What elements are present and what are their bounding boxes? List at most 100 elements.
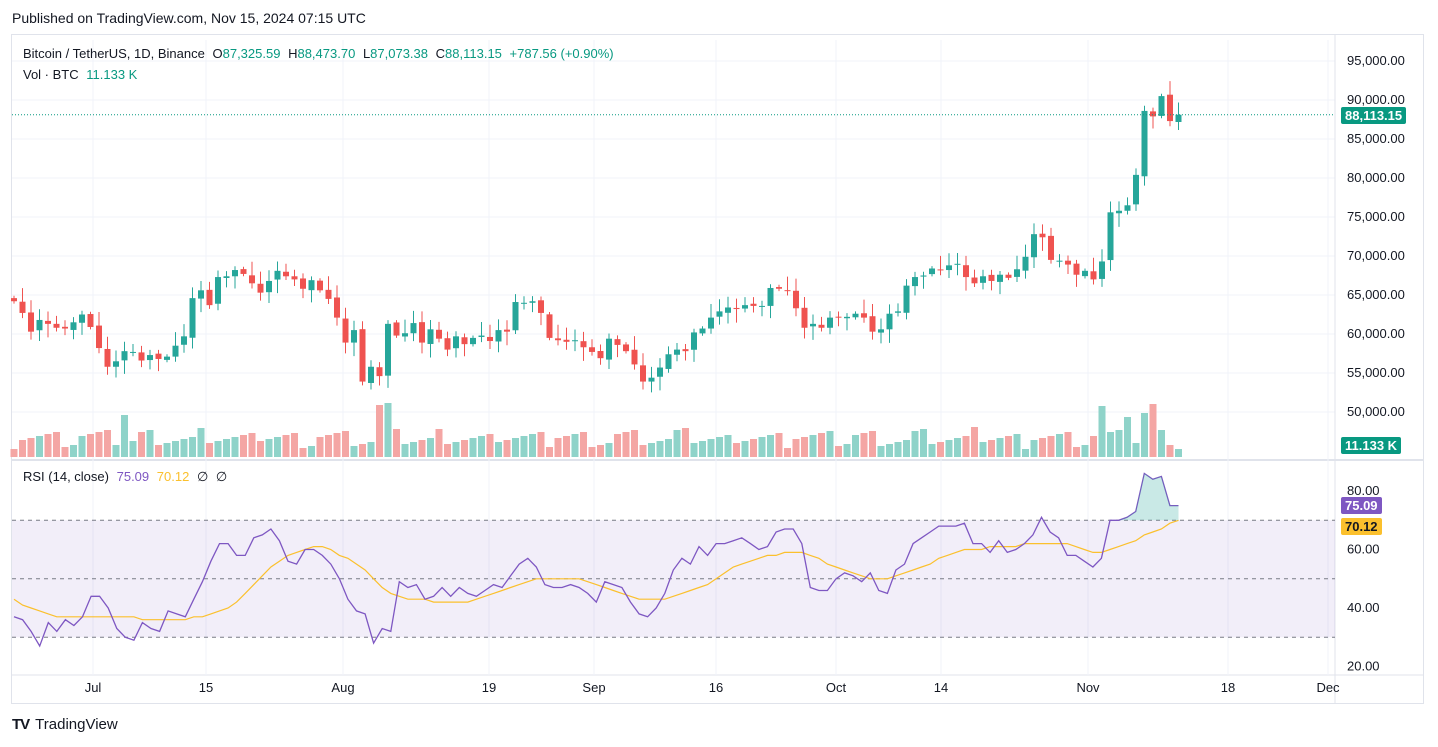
- candle-body: [1065, 260, 1071, 265]
- volume-bar: [265, 439, 273, 457]
- candle-body: [1014, 269, 1020, 277]
- volume-bar: [1158, 430, 1165, 457]
- rsi-legend: RSI (14, close) 75.09 70.12 ∅ ∅: [23, 469, 231, 485]
- candle-body: [971, 277, 978, 284]
- volume-bars: [10, 403, 1182, 457]
- footer-brand[interactable]: TradingView: [35, 716, 118, 733]
- volume-bar: [622, 432, 630, 457]
- volume-badge: 11.133 K: [1341, 437, 1402, 454]
- volume-bar: [70, 445, 77, 457]
- candle-body: [181, 336, 187, 345]
- chart-frame[interactable]: [11, 34, 1424, 704]
- volume-bar: [240, 435, 247, 457]
- footer: TV TradingView: [12, 716, 118, 733]
- candle-body: [487, 336, 493, 342]
- close-label: C: [435, 46, 446, 61]
- candle-body: [682, 349, 689, 352]
- volume-bar: [835, 446, 842, 457]
- price-tick: 70,000.00: [1347, 248, 1405, 263]
- ohlc-legend: Bitcoin / TetherUS, 1D, Binance O87,325.…: [23, 46, 618, 61]
- candle-body: [419, 322, 425, 343]
- candle-body: [70, 322, 77, 330]
- candle-body: [572, 340, 578, 342]
- candle-body: [1056, 260, 1063, 262]
- volume-bar: [716, 437, 723, 457]
- low-value: 87,073.38: [370, 46, 429, 61]
- volume-bar: [971, 427, 978, 457]
- volume-bar: [274, 437, 281, 457]
- candle-body: [691, 332, 697, 350]
- volume-bar: [1175, 449, 1182, 457]
- candle-body: [104, 348, 111, 367]
- candle-body: [1048, 235, 1054, 260]
- rsi-pane: [12, 472, 1335, 648]
- rsi-empty-2: ∅: [215, 469, 228, 484]
- candle-body: [283, 271, 289, 277]
- volume-bar: [308, 446, 315, 457]
- candle-body: [249, 275, 255, 284]
- volume-bar: [95, 432, 103, 457]
- candle-body: [1090, 271, 1097, 280]
- volume-bar: [1090, 436, 1097, 457]
- candle-body: [11, 298, 17, 302]
- candle-body: [223, 276, 230, 278]
- time-tick: Dec: [1316, 680, 1340, 695]
- volume-bar: [78, 436, 86, 457]
- volume-bar: [809, 435, 817, 457]
- candle-body: [351, 330, 357, 343]
- volume-bar: [121, 415, 128, 457]
- candle-body: [53, 323, 60, 328]
- candle-body: [835, 316, 842, 318]
- symbol-title[interactable]: Bitcoin / TetherUS, 1D, Binance: [23, 46, 205, 61]
- candle-body: [113, 361, 119, 367]
- candle-body: [920, 275, 927, 277]
- time-tick: 14: [934, 680, 948, 695]
- volume-bar: [1132, 443, 1140, 457]
- volume-bar: [639, 445, 647, 457]
- candle-body: [640, 365, 646, 382]
- candle-body: [980, 276, 986, 283]
- candle-body: [1073, 263, 1080, 275]
- candle-body: [300, 278, 306, 289]
- axes: 95,000.00 90,000.00 85,000.00 80,000.00 75,0…: [85, 53, 1405, 695]
- candle-body: [478, 335, 485, 337]
- volume-bar: [614, 434, 621, 457]
- candle-body: [1141, 110, 1148, 177]
- candles: [11, 81, 1335, 393]
- candle-body: [538, 300, 544, 313]
- volume-label: Vol · BTC: [23, 67, 79, 82]
- volume-bar: [189, 437, 196, 457]
- candle-body: [521, 302, 527, 304]
- volume-bar: [792, 439, 800, 457]
- candle-body: [368, 366, 374, 383]
- candle-body: [997, 274, 1003, 282]
- candle-body: [147, 355, 153, 361]
- rsi-tick: 40.00: [1347, 600, 1380, 615]
- candle-body: [657, 367, 663, 377]
- candle-body: [1175, 114, 1182, 122]
- candle-body: [818, 324, 825, 328]
- candle-body: [844, 316, 850, 319]
- candle-body: [606, 338, 612, 360]
- time-tick: 18: [1221, 680, 1235, 695]
- tradingview-logo-icon[interactable]: TV: [12, 716, 30, 733]
- candle-body: [121, 351, 128, 361]
- volume-bar: [444, 444, 451, 457]
- time-tick: 16: [709, 680, 723, 695]
- volume-bar: [478, 436, 485, 457]
- rsi-label[interactable]: RSI (14, close): [23, 469, 109, 484]
- rsi-ma-line: [13, 519, 1179, 621]
- volume-bar: [172, 441, 179, 457]
- candle-body: [317, 280, 323, 291]
- volume-bar: [682, 428, 689, 457]
- volume-bar: [44, 434, 52, 457]
- candle-body: [87, 314, 94, 327]
- candle-body: [512, 302, 519, 331]
- volume-bar: [631, 430, 638, 457]
- candle-body: [674, 349, 680, 355]
- candle-body: [546, 314, 553, 338]
- candle-body: [742, 305, 748, 309]
- candle-body: [164, 356, 170, 360]
- volume-bar: [894, 442, 902, 457]
